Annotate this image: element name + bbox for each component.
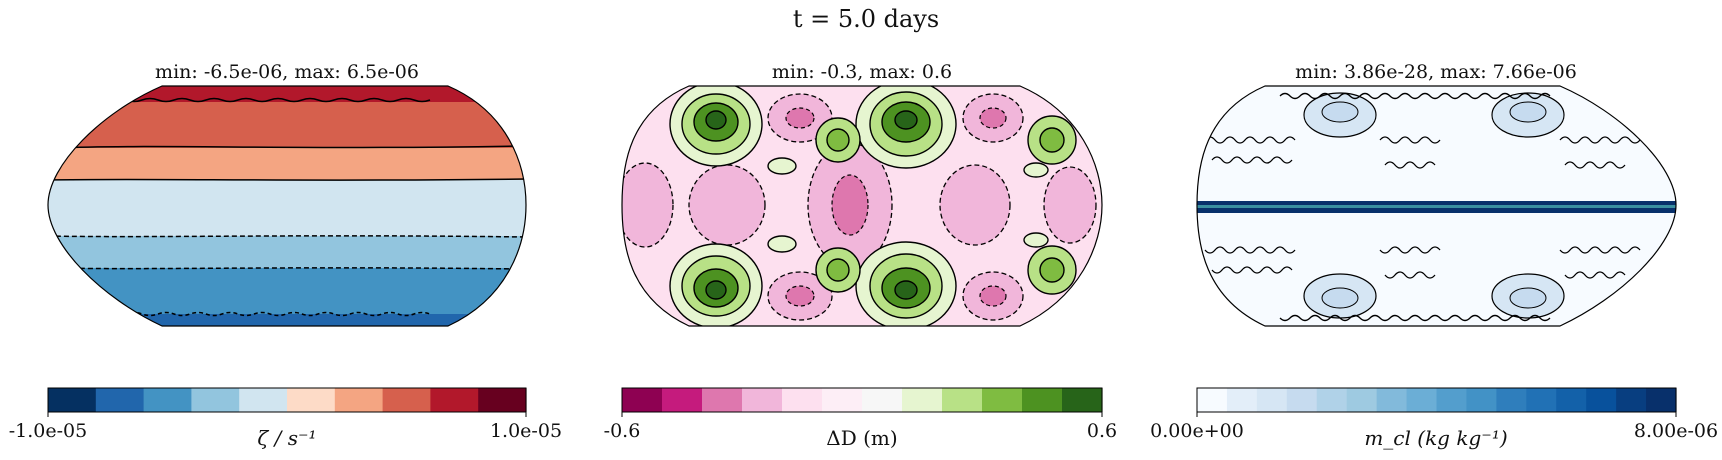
depth-anomaly-map-outline <box>621 85 1103 327</box>
figure-title: t = 5.0 days <box>793 5 939 33</box>
colorbar-cloud-mass-swatch <box>1316 388 1348 412</box>
colorbar-depth-anomaly-axis-label: ΔD (m) <box>826 426 897 450</box>
colorbar-depth-anomaly-swatch <box>702 388 743 412</box>
colorbar-cloud-mass <box>1196 387 1677 417</box>
colorbar-cloud-mass-axis-label: m_cl (kg kg⁻¹) <box>1364 426 1507 450</box>
colorbar-vorticity-frame <box>47 387 527 413</box>
colorbar-vorticity-swatch <box>239 388 288 412</box>
colorbar-vorticity-swatch <box>478 388 527 412</box>
colorbar-vorticity-swatch <box>430 388 479 412</box>
panel-vorticity: min: -6.5e-06, max: 6.5e-06 <box>47 61 527 327</box>
colorbar-vorticity-swatch <box>95 388 145 412</box>
colorbar-cloud-mass-swatch <box>1226 388 1258 412</box>
cloud-mass-map-outline <box>1196 85 1677 327</box>
colorbar-cloud-mass-swatch <box>1346 388 1378 412</box>
colorbar-vorticity-swatch <box>287 388 336 412</box>
colorbar-cloud-mass-max-label: 8.00e-06 <box>1634 420 1718 442</box>
colorbar-depth-anomaly-swatch <box>862 388 903 412</box>
colorbar-depth-anomaly-swatch <box>622 388 663 412</box>
colorbar-cloud-mass-swatch <box>1466 388 1497 412</box>
panel-cloud-mass: min: 3.86e-28, max: 7.66e-06 <box>1196 61 1677 327</box>
colorbar-vorticity-swatch <box>334 388 384 412</box>
cloud-mass-map <box>1197 86 1676 326</box>
colorbar-vorticity-min-label: -1.0e-05 <box>9 420 87 442</box>
colorbar-depth-anomaly-min-label: -0.6 <box>604 420 641 442</box>
panel-cloud-mass-subtitle: min: 3.86e-28, max: 7.66e-06 <box>1295 61 1577 83</box>
colorbar-cloud-mass-swatch <box>1526 388 1557 412</box>
panel-vorticity-subtitle: min: -6.5e-06, max: 6.5e-06 <box>155 61 419 83</box>
colorbar-depth-anomaly-swatch <box>1062 388 1103 412</box>
panel-depth-anomaly-subtitle: min: -0.3, max: 0.6 <box>772 61 952 83</box>
colorbar-depth-anomaly-swatch <box>822 388 863 412</box>
panel-depth-anomaly: min: -0.3, max: 0.6 <box>621 61 1103 327</box>
colorbar-depth-anomaly-swatch <box>902 388 943 412</box>
colorbar-cloud-mass-swatch <box>1586 388 1617 412</box>
colorbar-depth-anomaly-max-label: 0.6 <box>1087 420 1117 442</box>
vorticity-map-outline <box>47 85 527 327</box>
colorbar-cloud-mass-swatch <box>1256 388 1288 412</box>
colorbar-depth-anomaly-swatch <box>782 388 823 412</box>
colorbar-cloud-mass-swatch <box>1406 388 1438 412</box>
colorbar-depth-anomaly-swatch <box>742 388 783 412</box>
colorbar-cloud-mass-swatch <box>1286 388 1318 412</box>
colorbar-depth-anomaly-swatch <box>942 388 983 412</box>
colorbar-cloud-mass-swatch <box>1436 388 1468 412</box>
colorbar-depth-anomaly-frame <box>621 387 1103 413</box>
colorbar-vorticity <box>47 387 527 417</box>
colorbar-vorticity-swatch <box>191 388 240 412</box>
colorbar-vorticity-max-label: 1.0e-05 <box>490 420 562 442</box>
colorbar-vorticity-axis-label: ζ / s⁻¹ <box>257 426 316 450</box>
colorbar-cloud-mass-swatch <box>1646 388 1677 412</box>
colorbar-cloud-mass-swatch <box>1197 388 1228 412</box>
colorbar-depth-anomaly-swatch <box>662 388 703 412</box>
colorbar-vorticity-swatch <box>143 388 192 412</box>
colorbar-vorticity-swatch <box>382 388 431 412</box>
colorbar-cloud-mass-swatch <box>1496 388 1527 412</box>
colorbar-cloud-mass-min-label: 0.00e+00 <box>1150 420 1244 442</box>
colorbar-depth-anomaly <box>621 387 1103 417</box>
colorbar-depth-anomaly-swatch <box>982 388 1023 412</box>
colorbar-vorticity-swatch <box>48 388 97 412</box>
colorbar-cloud-mass-frame <box>1196 387 1677 413</box>
colorbar-cloud-mass-swatch <box>1616 388 1647 412</box>
vorticity-map <box>48 86 526 326</box>
colorbar-depth-anomaly-swatch <box>1022 388 1063 412</box>
colorbar-cloud-mass-swatch <box>1376 388 1408 412</box>
colorbar-cloud-mass-swatch <box>1556 388 1587 412</box>
depth-anomaly-map <box>622 86 1102 326</box>
